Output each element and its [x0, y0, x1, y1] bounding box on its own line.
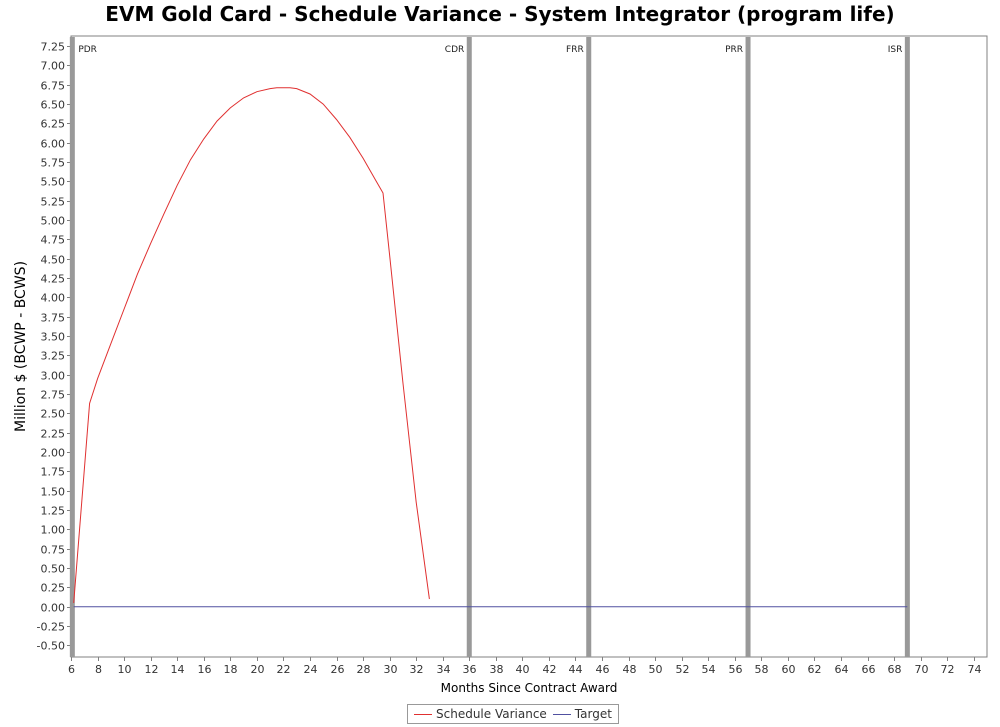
legend: Schedule Variance Target: [407, 704, 619, 724]
x-tick-label: 50: [649, 663, 663, 676]
x-tick-label: 30: [384, 663, 398, 676]
x-tick-label: 72: [941, 663, 955, 676]
x-tick-label: 58: [755, 663, 769, 676]
x-tick-label: 70: [915, 663, 929, 676]
x-tick-label: 20: [251, 663, 265, 676]
legend-swatch-schedule-variance: [414, 713, 432, 715]
y-tick-label: 7.25: [41, 41, 66, 54]
x-tick-label: 10: [118, 663, 132, 676]
legend-label-target: Target: [574, 707, 612, 721]
y-tick-label: 6.00: [41, 138, 66, 151]
y-tick-label: 6.75: [41, 80, 66, 93]
x-tick-label: 46: [596, 663, 610, 676]
y-tick-label: -0.50: [37, 640, 65, 653]
series-line-schedule-variance: [73, 87, 430, 603]
x-tick-label: 62: [808, 663, 822, 676]
x-tick-label: 18: [224, 663, 238, 676]
milestone-label-frr: FRR: [566, 45, 584, 55]
y-tick-label: 5.25: [41, 196, 66, 209]
y-tick-label: 1.50: [41, 486, 66, 499]
y-tick-label: 3.00: [41, 370, 66, 383]
x-tick-label: 64: [835, 663, 849, 676]
x-tick-label: 74: [968, 663, 982, 676]
milestone-bar-isr: [904, 37, 910, 657]
y-tick-label: 2.25: [41, 428, 66, 441]
x-tick-label: 8: [95, 663, 102, 676]
x-tick-label: 6: [68, 663, 75, 676]
x-tick-label: 54: [702, 663, 716, 676]
x-tick-label: 56: [729, 663, 743, 676]
x-tick-label: 26: [331, 663, 345, 676]
milestone-bar-frr: [586, 37, 592, 657]
x-tick-label: 66: [862, 663, 876, 676]
plot-area: [70, 35, 988, 658]
legend-label-schedule-variance: Schedule Variance: [436, 707, 547, 721]
x-axis-title: Months Since Contract Award: [441, 681, 618, 695]
legend-swatch-target: [552, 713, 571, 715]
x-tick-label: 32: [410, 663, 424, 676]
y-axis-title: Million $ (BCWP - BCWS): [13, 261, 29, 432]
x-tick-label: 16: [198, 663, 212, 676]
y-tick-label: 2.75: [41, 389, 66, 402]
x-tick-label: 40: [516, 663, 530, 676]
chart-title: EVM Gold Card - Schedule Variance - Syst…: [105, 2, 895, 26]
y-tick-label: 5.50: [41, 176, 66, 189]
legend-item-target: Target: [552, 707, 612, 721]
x-tick-label: 34: [437, 663, 451, 676]
x-tick-label: 24: [304, 663, 318, 676]
y-tick-label: 0.50: [41, 563, 66, 576]
milestone-label-prr: PRR: [725, 45, 743, 55]
y-tick-label: 4.50: [41, 254, 66, 267]
y-tick-label: 1.75: [41, 466, 66, 479]
milestone-bar-cdr: [466, 37, 472, 657]
milestone-bar-prr: [745, 37, 751, 657]
y-tick-label: 4.25: [41, 273, 66, 286]
milestone-label-pdr: PDR: [78, 45, 97, 55]
y-tick-label: 4.00: [41, 292, 66, 305]
y-tick-label: 4.75: [41, 234, 66, 247]
x-tick-label: 42: [543, 663, 557, 676]
x-tick-label: 38: [490, 663, 504, 676]
milestone-label-cdr: CDR: [445, 45, 464, 55]
y-tick-label: 2.50: [41, 408, 66, 421]
y-tick-label: 1.25: [41, 505, 66, 518]
x-tick-label: 14: [171, 663, 185, 676]
y-tick-label: 0.25: [41, 582, 66, 595]
y-tick-label: 1.00: [41, 524, 66, 537]
x-tick-label: 44: [569, 663, 583, 676]
y-tick-label: 6.50: [41, 99, 66, 112]
x-tick-label: 36: [463, 663, 477, 676]
x-tick-label: 48: [623, 663, 637, 676]
y-tick-label: 5.00: [41, 215, 66, 228]
y-tick-label: 3.75: [41, 312, 66, 325]
legend-item-schedule-variance: Schedule Variance: [414, 707, 547, 721]
x-tick-label: 22: [277, 663, 291, 676]
y-tick-label: 3.25: [41, 350, 66, 363]
y-tick-label: 7.00: [41, 60, 66, 73]
milestone-bar-pdr: [69, 37, 75, 657]
y-tick-label: 6.25: [41, 118, 66, 131]
milestone-label-isr: ISR: [888, 45, 903, 55]
y-tick-label: -0.25: [37, 621, 65, 634]
x-tick-label: 68: [888, 663, 902, 676]
y-tick-label: 0.00: [41, 602, 66, 615]
y-tick-label: 0.75: [41, 544, 66, 557]
y-tick-label: 3.50: [41, 331, 66, 344]
x-tick-label: 60: [782, 663, 796, 676]
y-tick-label: 2.00: [41, 447, 66, 460]
x-tick-label: 28: [357, 663, 371, 676]
x-tick-label: 12: [145, 663, 159, 676]
x-tick-label: 52: [676, 663, 690, 676]
y-tick-label: 5.75: [41, 157, 66, 170]
